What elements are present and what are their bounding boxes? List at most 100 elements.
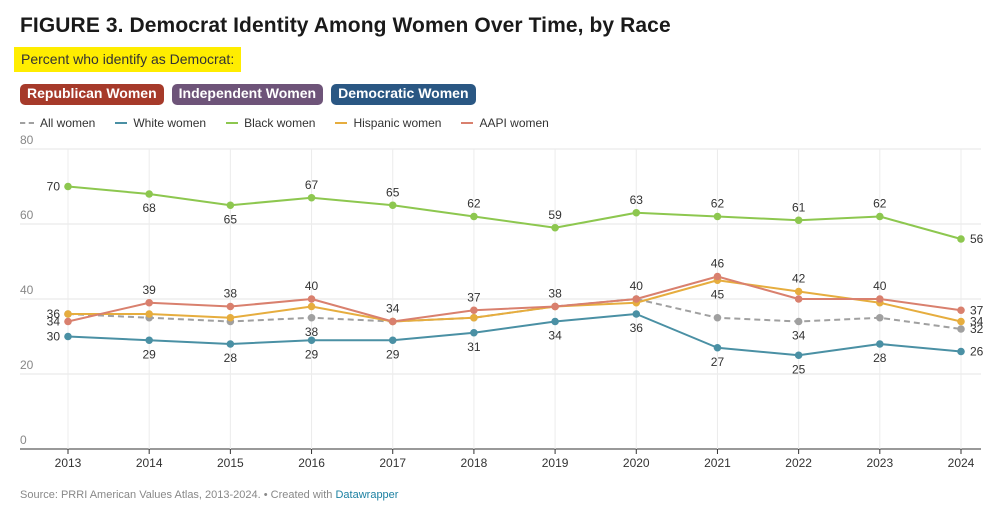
data-label: 29 [143,347,157,361]
data-label: 28 [873,351,887,365]
data-label: 62 [467,197,481,211]
data-label: 70 [47,180,61,194]
x-tick-label: 2016 [298,456,325,470]
source-note: Source: PRRI American Values Atlas, 2013… [20,489,398,501]
line-chart: 0 20 40 60 80 2013 2014 2015 2016 2017 2018 2019 202… [20,133,984,470]
x-tick-label: 2015 [217,456,244,470]
x-tick-label: 2017 [379,456,406,470]
data-point-hispanic-women [470,313,478,322]
data-point-white-women [470,328,478,337]
data-point-aapi-women [470,306,478,315]
data-label: 40 [305,279,319,293]
y-tick-label: 80 [20,133,34,147]
data-label: 39 [143,283,157,297]
data-label: 62 [873,197,887,211]
data-label: 34 [548,329,562,343]
independent-women-button[interactable]: Independent Women [171,84,324,105]
data-point-black-women [794,216,803,225]
data-point-black-women [632,208,641,217]
data-label: 34 [970,315,984,329]
x-tick-label: 2013 [55,456,82,470]
x-tick-label: 2020 [623,456,650,470]
data-label: 40 [873,279,887,293]
chart-legend: All women White women Black women Hispan… [20,116,549,130]
republican-women-button[interactable]: Republican Women [20,84,164,105]
x-tick-label: 2021 [704,456,731,470]
legend-item-all-women: All women [20,116,95,130]
data-point-white-women [632,310,641,318]
data-point-aapi-women [388,317,397,326]
party-button-group: Republican Women Independent Women Democ… [20,84,476,105]
x-tick-label: 2022 [785,456,812,470]
legend-swatch [461,122,474,124]
data-point-hispanic-women [226,313,235,322]
data-point-aapi-women [632,295,641,303]
data-point-white-women [713,343,722,352]
data-point-white-women [388,336,397,345]
data-point-white-women [307,336,316,345]
series-line-all-women [67,298,962,330]
data-label: 56 [970,232,984,246]
data-label: 28 [224,351,238,365]
data-label: 26 [970,345,984,359]
data-label: 38 [224,287,238,301]
data-point-hispanic-women [64,310,72,318]
data-label: 63 [630,193,644,207]
data-label: 34 [792,329,806,343]
legend-label: Hispanic women [353,116,442,130]
legend-item-hispanic-women: Hispanic women [335,116,441,130]
data-label: 31 [467,340,481,354]
data-point-aapi-women [64,317,72,326]
data-point-white-women [957,347,965,356]
data-label: 62 [711,197,725,211]
series-line-white-women [67,313,962,357]
legend-label: AAPI women [479,116,549,130]
data-label: 37 [970,303,984,317]
data-label: 67 [305,178,319,192]
data-label: 37 [467,290,481,304]
data-label: 29 [386,347,400,361]
chart-subtitle: Percent who identify as Democrat: [14,47,242,72]
data-point-black-women [388,201,397,210]
data-point-black-women [876,212,884,221]
data-label: 34 [386,302,400,316]
data-label: 42 [792,272,806,286]
data-point-black-women [64,182,72,191]
data-point-all-women [876,313,884,322]
data-point-aapi-women [957,306,965,315]
data-point-hispanic-women [307,302,316,311]
data-point-all-women [957,325,965,333]
data-label: 65 [224,212,238,226]
data-label: 34 [47,315,61,329]
source-text: Source: PRRI American Values Atlas, 2013… [20,489,336,501]
data-point-black-women [145,190,153,198]
x-tick-label: 2019 [542,456,569,470]
democratic-women-button[interactable]: Democratic Women [331,84,476,105]
x-tick-label: 2023 [866,456,893,470]
data-point-aapi-women [226,302,235,311]
data-point-white-women [145,336,153,345]
data-label: 25 [792,362,806,376]
legend-item-aapi-women: AAPI women [461,116,549,130]
legend-swatch [20,122,34,124]
data-point-hispanic-women [794,287,803,296]
series-line-aapi-women [67,275,962,323]
data-point-white-women [794,351,803,360]
data-label: 32 [970,322,984,336]
data-label: 38 [548,287,562,301]
data-point-black-women [957,235,965,243]
data-point-all-women [794,317,803,326]
series-line-hispanic-women [68,279,962,323]
y-tick-label: 60 [20,208,34,222]
data-point-aapi-women [551,302,559,311]
data-point-white-women [64,332,72,341]
chart-title: FIGURE 3. Democrat Identity Among Women … [20,14,671,37]
data-point-aapi-women [307,295,316,303]
data-label: 65 [386,185,400,199]
data-label: 45 [711,287,725,301]
data-point-black-women [470,212,478,221]
data-point-black-women [226,201,235,210]
legend-swatch [226,122,239,124]
datawrapper-link[interactable]: Datawrapper [335,489,399,501]
data-point-aapi-women [794,295,803,303]
